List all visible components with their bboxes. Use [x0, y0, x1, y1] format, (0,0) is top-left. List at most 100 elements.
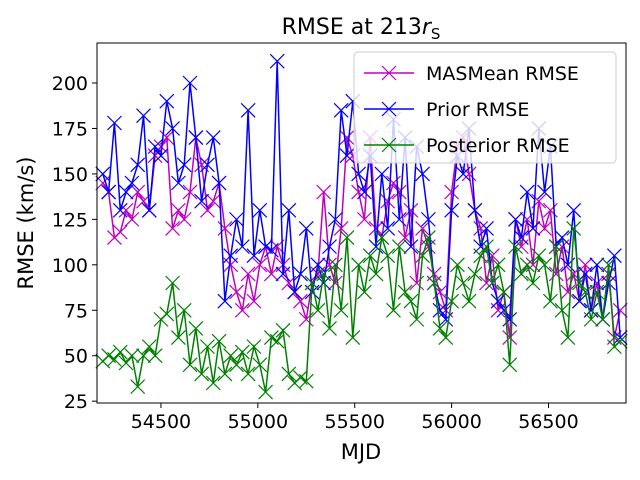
- data-point: [415, 221, 430, 236]
- data-point: [490, 293, 506, 309]
- data-point: [513, 266, 529, 282]
- data-point: [217, 366, 233, 382]
- data-point: [508, 239, 523, 255]
- data-point: [455, 275, 471, 291]
- data-point: [420, 211, 436, 227]
- data-point: [298, 373, 314, 389]
- data-point: [298, 221, 314, 236]
- data-point: [601, 257, 616, 273]
- data-point: [322, 239, 337, 255]
- y-tick-label: 50: [64, 346, 88, 368]
- y-tick-label: 25: [64, 391, 88, 413]
- data-point: [229, 284, 244, 300]
- y-tick-label: 100: [52, 255, 88, 277]
- data-point: [548, 239, 564, 255]
- data-point: [176, 211, 192, 227]
- data-point: [217, 221, 233, 236]
- data-point: [362, 248, 378, 264]
- data-point: [165, 275, 180, 291]
- data-point: [112, 344, 128, 360]
- legend-frame: [353, 51, 617, 164]
- data-point: [293, 293, 308, 309]
- data-point: [205, 375, 221, 391]
- data-point: [345, 330, 361, 345]
- data-point: [391, 239, 407, 255]
- legend-entry: Posterior RMSE: [364, 135, 570, 157]
- data-point: [432, 321, 448, 336]
- data-point: [130, 184, 146, 200]
- data-point: [333, 302, 349, 318]
- data-point: [554, 302, 570, 318]
- data-point: [200, 157, 215, 173]
- data-point: [170, 330, 186, 345]
- data-point: [444, 202, 460, 218]
- data-point: [426, 275, 442, 291]
- data-point: [612, 333, 628, 349]
- data-point: [229, 357, 244, 373]
- y-axis-label: RMSE (km/s): [14, 156, 38, 289]
- x-tick-label: 56000: [421, 411, 481, 433]
- data-point: [130, 157, 146, 173]
- data-point: [473, 248, 489, 264]
- data-point: [200, 202, 215, 218]
- data-point: [577, 266, 593, 282]
- data-point: [240, 266, 256, 282]
- data-point: [339, 130, 355, 145]
- y-tick-label: 150: [52, 164, 88, 186]
- data-point: [205, 130, 221, 145]
- data-point: [124, 348, 140, 364]
- x-axis-label: MJD: [341, 440, 381, 464]
- data-point: [205, 193, 221, 209]
- data-point: [560, 284, 576, 300]
- chart-title-text: RMSE at 213: [282, 15, 422, 40]
- legend-marker: [381, 137, 397, 153]
- data-point: [380, 221, 396, 236]
- data-point: [136, 348, 151, 364]
- data-point: [391, 211, 407, 227]
- data-point: [159, 93, 175, 109]
- x-tick-label: 55500: [324, 411, 384, 433]
- data-point: [339, 230, 355, 245]
- data-point: [246, 293, 262, 309]
- data-point: [229, 211, 244, 227]
- plot-frame: [96, 42, 627, 404]
- y-tick-label: 75: [64, 300, 88, 322]
- data-point: [386, 302, 401, 318]
- legend-marker: [381, 65, 397, 81]
- data-point: [159, 306, 175, 322]
- data-point: [339, 148, 355, 164]
- data-point: [269, 333, 285, 349]
- data-point: [211, 175, 227, 191]
- legend-label: MASMean RMSE: [426, 63, 579, 85]
- data-point: [240, 102, 256, 118]
- data-point: [124, 211, 140, 227]
- data-point: [606, 248, 622, 264]
- series-line-posterior-rmse: [102, 228, 621, 393]
- data-point: [112, 224, 128, 240]
- data-point: [409, 311, 425, 327]
- data-point: [589, 284, 605, 300]
- data-point: [502, 330, 518, 345]
- data-point: [182, 184, 198, 200]
- data-point: [246, 339, 262, 355]
- data-point: [118, 355, 134, 371]
- data-point: [403, 293, 419, 309]
- data-point: [444, 184, 460, 200]
- data-point: [432, 302, 448, 318]
- data-point: [356, 184, 372, 200]
- data-point: [310, 257, 326, 273]
- data-point: [310, 302, 326, 318]
- data-point: [287, 284, 303, 300]
- data-point: [455, 166, 471, 182]
- legend-marker: [381, 101, 397, 117]
- data-point: [165, 221, 180, 236]
- data-point: [537, 257, 553, 273]
- data-point: [386, 175, 401, 191]
- data-point: [141, 339, 157, 355]
- legend: MASMean RMSE Prior RMSE Posterior RMSE: [353, 51, 617, 164]
- data-point: [188, 321, 204, 336]
- data-point: [333, 102, 349, 118]
- data-point: [612, 330, 628, 345]
- chart-title-italic: r: [422, 15, 433, 40]
- data-point: [572, 275, 587, 291]
